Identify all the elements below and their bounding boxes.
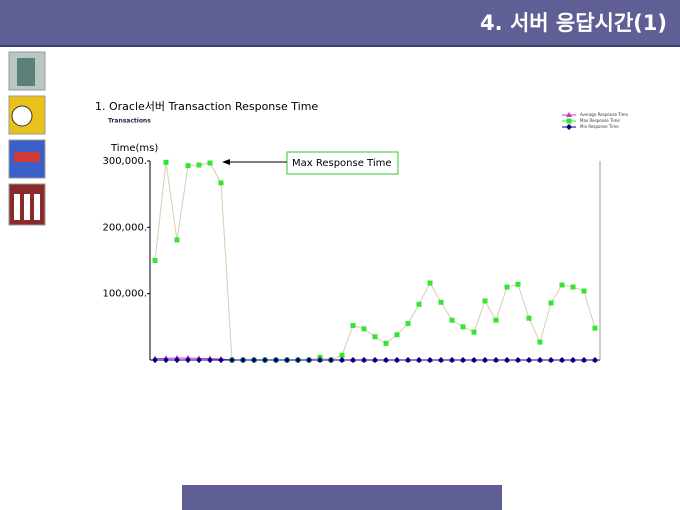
- annotation-box: [286, 151, 399, 175]
- marker: [405, 357, 411, 363]
- marker: [581, 357, 587, 363]
- marker: [416, 301, 422, 307]
- marker: [537, 357, 543, 363]
- marker: [405, 321, 411, 327]
- marker: [592, 357, 598, 363]
- series-line: [154, 162, 596, 361]
- marker: [548, 357, 554, 363]
- marker: [592, 325, 598, 331]
- marker: [196, 357, 202, 363]
- marker: [449, 317, 455, 323]
- marker: [339, 352, 345, 358]
- marker: [284, 357, 290, 363]
- marker: [526, 315, 532, 321]
- marker: [295, 357, 301, 363]
- marker: [262, 357, 268, 363]
- marker: [537, 339, 543, 345]
- header-bar: [0, 0, 680, 45]
- marker: [163, 357, 169, 363]
- marker: [460, 324, 466, 330]
- marker: [581, 288, 587, 294]
- marker: [350, 357, 356, 363]
- marker: [570, 284, 576, 290]
- marker: [350, 323, 356, 329]
- marker: [273, 357, 279, 363]
- marker: [317, 357, 323, 363]
- marker: [570, 357, 576, 363]
- y-tick-label: 100,000.: [102, 289, 147, 300]
- marker: [482, 357, 488, 363]
- marker: [471, 357, 477, 363]
- marker: [152, 357, 158, 363]
- marker: [361, 357, 367, 363]
- marker: [383, 340, 389, 346]
- marker: [515, 281, 521, 287]
- marker: [394, 357, 400, 363]
- marker: [185, 357, 191, 363]
- marker: [152, 258, 158, 263]
- side-icons: [8, 51, 46, 226]
- marker: [504, 284, 510, 290]
- marker: [207, 160, 213, 166]
- marker: [207, 357, 213, 363]
- marker: [306, 357, 312, 363]
- annotation: Max Response Time: [292, 158, 392, 169]
- legend-label: Max Response Time: [580, 118, 620, 123]
- marker: [504, 357, 510, 363]
- marker: [515, 357, 521, 363]
- marker: [482, 298, 488, 304]
- marker: [438, 357, 444, 363]
- marker: [383, 357, 389, 363]
- arrow-head: [222, 159, 230, 165]
- marker: [548, 300, 554, 306]
- marker: [174, 357, 180, 363]
- marker: [372, 357, 378, 363]
- marker: [372, 334, 378, 340]
- marker: [218, 180, 224, 186]
- marker: [449, 357, 455, 363]
- header-rule: [0, 45, 680, 47]
- marker: [566, 118, 572, 124]
- marker: [460, 357, 466, 363]
- marker: [394, 332, 400, 338]
- chart-heading: 1. Oracle서버 Transaction Response Time: [95, 100, 318, 113]
- marker: [427, 357, 433, 363]
- marker: [471, 329, 477, 335]
- marker: [163, 159, 169, 165]
- marker: [493, 357, 499, 363]
- marker: [328, 357, 334, 363]
- marker: [196, 162, 202, 168]
- y-tick-label: 300,000.: [102, 156, 147, 167]
- marker: [493, 317, 499, 323]
- marker: [251, 357, 257, 363]
- marker: [559, 282, 565, 288]
- marker: [438, 299, 444, 305]
- marker: [416, 357, 422, 363]
- marker: [526, 357, 532, 363]
- marker: [339, 357, 345, 363]
- marker: [566, 124, 572, 130]
- marker: [174, 237, 180, 243]
- marker: [559, 357, 565, 363]
- y-axis-label: Time(ms): [110, 143, 158, 154]
- legend-label: Min Response Time: [580, 124, 619, 129]
- marker: [185, 163, 191, 169]
- legend-label: Average Response Time: [580, 112, 629, 117]
- marker: [427, 280, 433, 286]
- marker: [218, 357, 224, 363]
- marker: [229, 357, 235, 363]
- header-title: 4. 서버 응답시간(1): [480, 11, 667, 35]
- marker: [240, 357, 246, 363]
- y-tick-label: 200,000.: [102, 222, 147, 233]
- chart-subtitle: Transactions: [108, 118, 151, 125]
- footer-bar: [182, 485, 502, 510]
- marker: [566, 112, 572, 117]
- marker: [361, 326, 367, 332]
